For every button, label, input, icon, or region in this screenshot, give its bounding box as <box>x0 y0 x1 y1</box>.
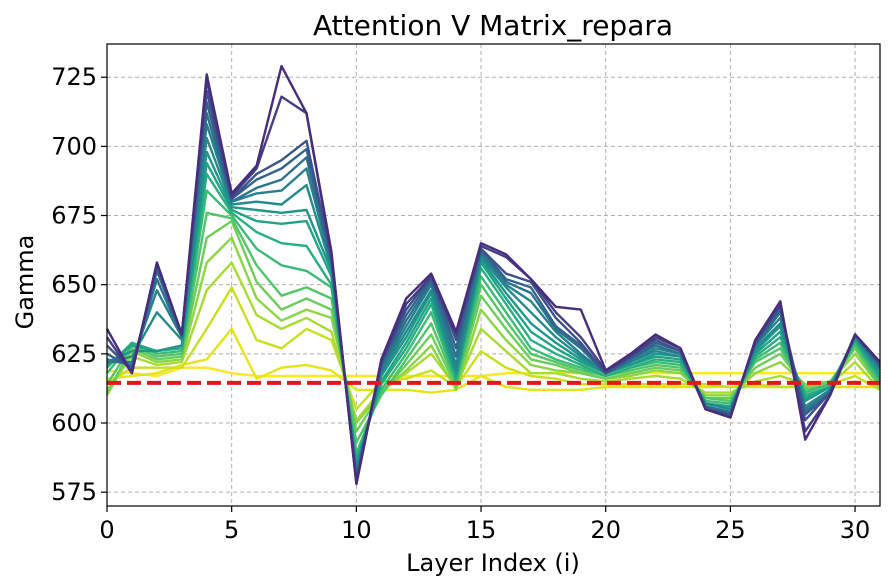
x-tick-label: 0 <box>99 516 114 544</box>
plot-frame <box>106 43 881 507</box>
series-line <box>105 219 882 433</box>
x-tick-label: 10 <box>341 516 372 544</box>
y-tick-label: 575 <box>51 478 97 506</box>
y-tick-label: 600 <box>51 409 97 437</box>
series-line <box>105 236 881 425</box>
y-tick-label: 650 <box>51 271 97 299</box>
x-tick-label: 5 <box>224 516 239 544</box>
y-tick-label: 675 <box>51 202 97 230</box>
y-axis-label: Gamma <box>11 235 39 330</box>
x-axis-ticks: 0 5 10 15 20 25 30 <box>99 506 870 544</box>
y-tick-label: 725 <box>51 63 97 91</box>
series-line <box>106 189 882 455</box>
y-axis-ticks: 575 600 625 650 675 700 725 <box>51 63 107 506</box>
x-tick-label: 30 <box>840 516 871 544</box>
x-tick-label: 25 <box>715 516 746 544</box>
series-layer <box>105 64 882 486</box>
chart-title: Attention V Matrix_repara <box>313 9 673 42</box>
y-tick-label: 700 <box>51 132 97 160</box>
x-axis-label: Layer Index (i) <box>406 549 580 577</box>
x-tick-label: 15 <box>466 516 497 544</box>
x-tick-label: 20 <box>590 516 621 544</box>
y-tick-label: 625 <box>51 340 97 368</box>
series-line <box>105 64 881 486</box>
series-line <box>107 122 881 474</box>
